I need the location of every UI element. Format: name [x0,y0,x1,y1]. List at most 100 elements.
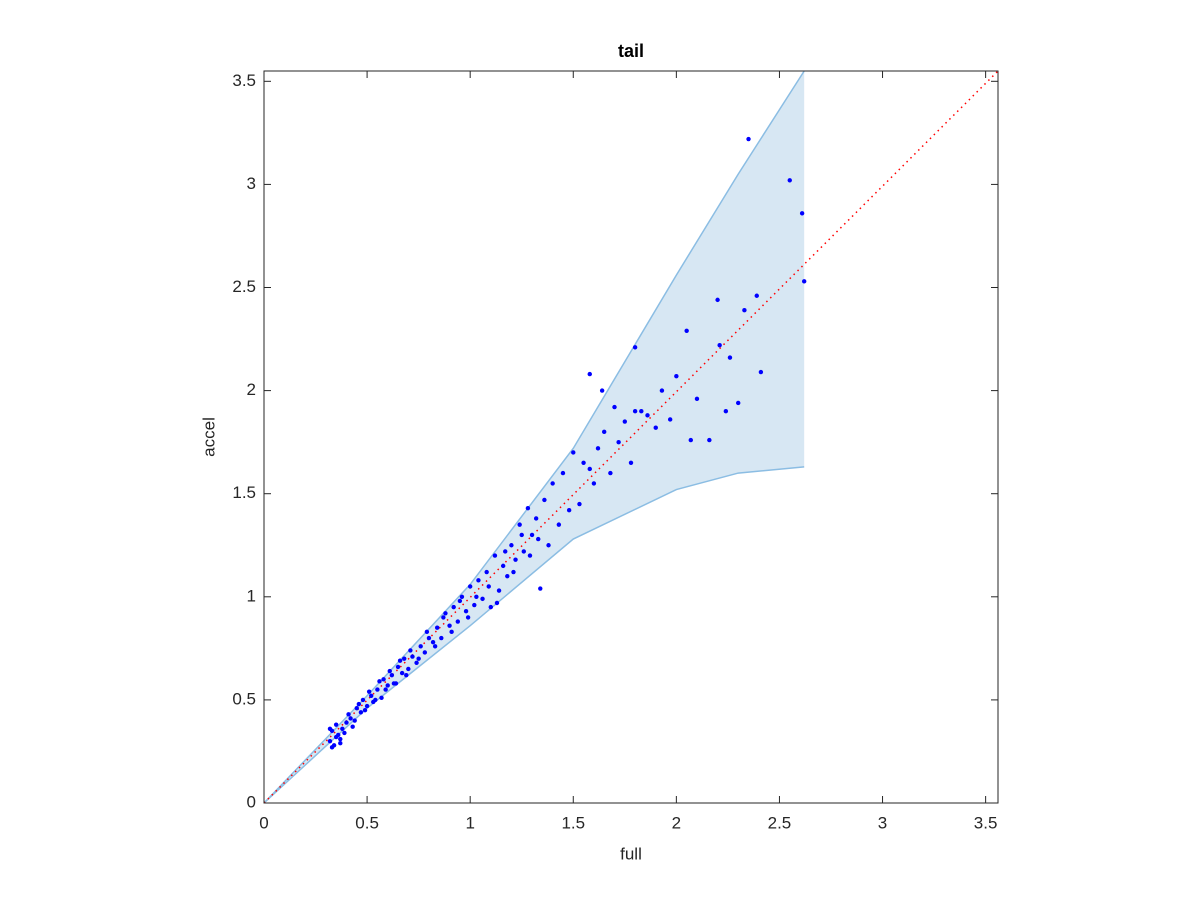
point [715,297,720,303]
point [342,730,347,736]
point [509,543,514,548]
point [494,600,500,606]
point [441,615,446,620]
point [377,679,382,684]
point [500,563,506,569]
point [354,705,359,711]
point [484,569,489,575]
plot-frame [263,70,999,804]
point [329,745,335,750]
point [601,429,607,435]
point [659,388,665,393]
point [352,718,357,723]
point [616,439,621,445]
point [451,604,456,610]
point [503,549,508,554]
point [410,654,415,659]
y-tick-label: 1 [247,586,256,605]
point [480,596,485,602]
point [517,522,522,527]
point [688,437,693,443]
point [723,409,729,414]
point [622,419,628,424]
point [556,522,562,527]
point [375,687,380,692]
point [474,594,479,600]
point [492,553,498,558]
y-tick-label: 2 [247,380,256,399]
point [538,586,543,591]
point [628,460,634,465]
point [327,726,333,731]
point [381,677,386,682]
point [546,543,551,548]
band-upper-edge [263,70,805,804]
point [542,497,547,503]
point [439,635,444,641]
point [422,650,428,655]
point [639,409,644,414]
point [327,738,333,744]
point [587,371,592,377]
point [505,573,510,579]
point [348,716,353,721]
point [399,670,405,676]
point [344,720,349,725]
point [443,611,448,616]
point [595,446,601,451]
point [645,413,650,418]
point [736,400,741,406]
point [472,602,477,608]
point [430,639,436,645]
x-tick-label: 3 [878,813,887,832]
point [496,588,502,593]
point [667,417,673,422]
point [801,279,807,284]
point [457,598,463,604]
point [566,508,572,513]
point [383,687,388,692]
point [742,307,747,313]
x-tick-label: 0.5 [355,813,379,832]
point [488,604,493,610]
point [799,211,805,216]
point [387,668,392,674]
y-tick-label: 1.5 [232,483,256,502]
point [362,708,368,713]
x-tick-label: 1 [465,813,474,832]
x-tick-label: 0 [259,813,268,832]
point [717,343,722,348]
point [449,629,454,635]
point [632,345,638,350]
point [395,664,401,670]
point [366,689,372,694]
point [414,660,419,665]
point [674,373,679,379]
point [571,450,576,455]
point [459,594,465,600]
point [536,536,541,542]
y-axis-label: accel [199,417,218,457]
point [432,644,438,649]
y-tick-label: 3.5 [232,71,256,90]
x-tick-label: 2 [672,813,681,832]
point [379,695,384,701]
point [560,470,566,476]
point [389,672,395,678]
point [486,584,491,589]
point [467,584,473,589]
chart-title: tail [618,41,644,61]
point [550,481,555,486]
point [364,703,370,709]
y-tick-label: 0.5 [232,689,256,708]
point [393,681,399,686]
point [519,532,524,538]
point [385,683,390,688]
point [758,369,764,375]
point [587,466,592,472]
point [513,557,518,562]
point [426,635,432,641]
point [346,712,351,717]
